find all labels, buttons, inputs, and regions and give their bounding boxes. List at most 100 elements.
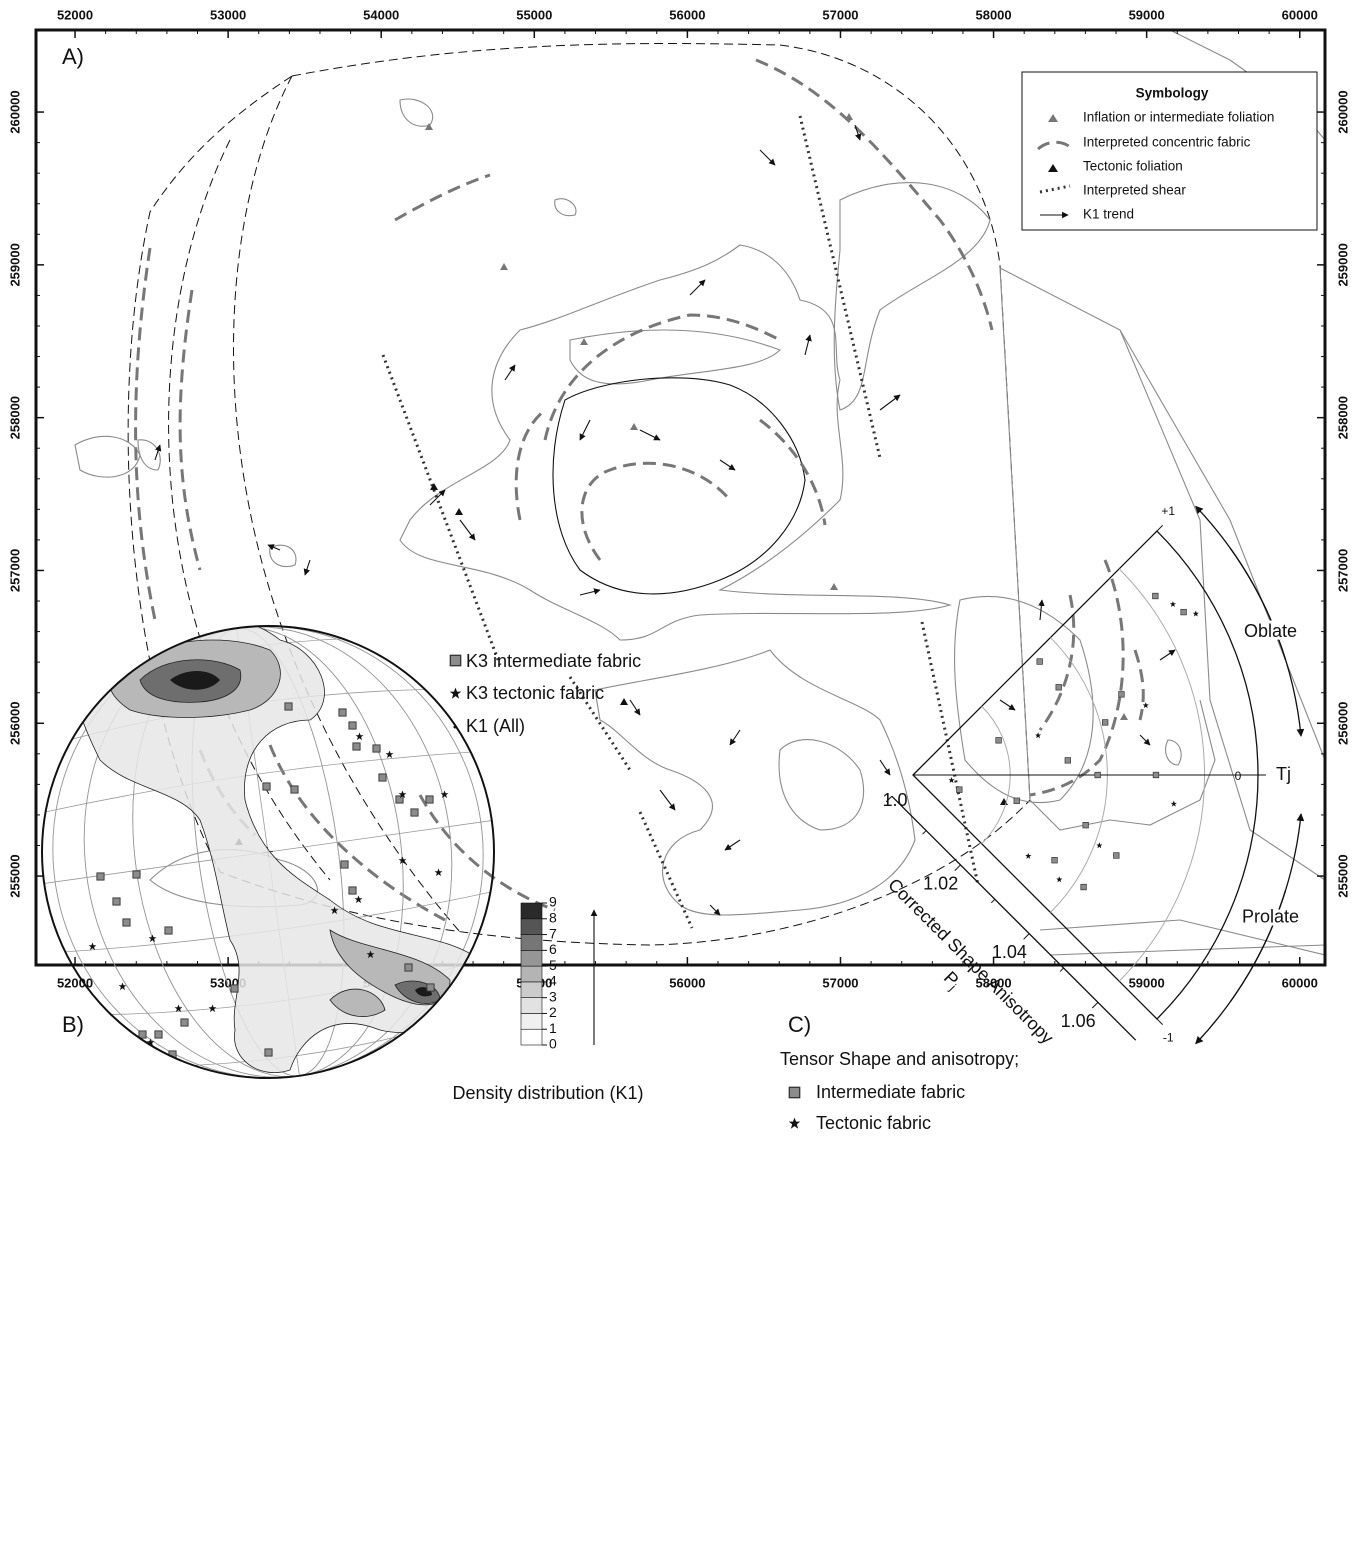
y-tick-label: 258000 bbox=[7, 396, 22, 439]
intermediate-point bbox=[1181, 609, 1187, 615]
x-axis-label: Corrected Shape Anisotropy bbox=[884, 874, 1057, 1047]
shape-label: Oblate bbox=[1244, 621, 1297, 641]
panel-label: B) bbox=[62, 1012, 84, 1037]
island bbox=[400, 245, 950, 640]
pj-minor-tick bbox=[923, 831, 927, 835]
intermediate-point bbox=[1081, 884, 1087, 890]
colorbar-band bbox=[521, 998, 542, 1014]
intermediate-point bbox=[1056, 684, 1062, 690]
panel-label: A) bbox=[62, 44, 84, 69]
x-tick-label: 60000 bbox=[1282, 7, 1318, 22]
x-tick-label: 57000 bbox=[822, 975, 858, 990]
island bbox=[779, 740, 864, 830]
y-tick-label: 257000 bbox=[7, 549, 22, 592]
x-tick-label: 56000 bbox=[669, 7, 705, 22]
x-tick-label: 55000 bbox=[516, 7, 552, 22]
survey-boundary bbox=[128, 44, 1030, 945]
tj-tick-label: +1 bbox=[1161, 504, 1175, 518]
x-tick-label: 60000 bbox=[1282, 975, 1318, 990]
y-tick-label: 256000 bbox=[1335, 702, 1350, 745]
legend-symbol bbox=[454, 726, 457, 729]
k1-arrow bbox=[580, 590, 600, 595]
legend-item: K1 (All) bbox=[466, 716, 525, 736]
coastline bbox=[1000, 268, 1325, 880]
interpreted-shear bbox=[640, 812, 692, 928]
colorbar-band bbox=[521, 966, 542, 982]
legend-symbol bbox=[450, 688, 461, 699]
tj-tick-label: 0 bbox=[1235, 769, 1242, 783]
pj-tick-label: 1.04 bbox=[992, 942, 1027, 962]
k1-arrow bbox=[460, 520, 475, 540]
k1-arrow bbox=[580, 420, 590, 440]
colorbar-tick-label: 7 bbox=[549, 925, 557, 941]
pj-tick-label: 1.02 bbox=[923, 873, 958, 893]
concentric-fabric bbox=[760, 420, 825, 525]
legend-item: K1 trend bbox=[1083, 207, 1134, 222]
x-tick-label: 53000 bbox=[210, 7, 246, 22]
k1-arrow bbox=[760, 150, 775, 165]
colorbar-tick-label: 5 bbox=[549, 957, 557, 973]
y-tick-label: 259000 bbox=[1335, 243, 1350, 286]
pj-tick-label: 1.0 bbox=[882, 790, 907, 810]
interpreted-shear bbox=[800, 116, 880, 458]
x-tick-label: 58000 bbox=[975, 7, 1011, 22]
x-axis-symbol: Pj bbox=[938, 967, 964, 993]
jelinek-plot: C) Tensor Shape and anisotropy; Intermed… bbox=[780, 504, 1301, 1133]
k1-arrow bbox=[690, 280, 705, 295]
colorbar-tick-label: 3 bbox=[549, 988, 557, 1004]
x-tick-label: 54000 bbox=[363, 7, 399, 22]
y-tick-label: 258000 bbox=[1335, 396, 1350, 439]
legend-symbol bbox=[789, 1087, 799, 1097]
legend-item: K3 tectonic fabric bbox=[466, 683, 604, 703]
colorbar-band bbox=[521, 919, 542, 935]
legend-item: Intermediate fabric bbox=[816, 1082, 965, 1102]
k1-arrow bbox=[805, 335, 810, 355]
k1-arrow bbox=[640, 430, 660, 440]
colorbar-band bbox=[521, 1029, 542, 1045]
colorbar-tick-label: 4 bbox=[549, 973, 557, 989]
intermediate-point bbox=[957, 787, 963, 793]
intermediate-point bbox=[1119, 692, 1125, 698]
colorbar-band bbox=[521, 982, 542, 998]
colorbar-band bbox=[521, 935, 542, 951]
figure: 5200052000530005300054000540005500055000… bbox=[0, 0, 1360, 1544]
interpreted-shear bbox=[383, 355, 500, 665]
concentric-fabric bbox=[180, 290, 200, 570]
intermediate-point bbox=[996, 738, 1002, 744]
y-tick-label: 260000 bbox=[1335, 90, 1350, 133]
k1-arrow bbox=[305, 560, 310, 575]
intermediate-point bbox=[1083, 822, 1089, 828]
legend-item: Tectonic fabric bbox=[816, 1113, 931, 1133]
legend-symbol bbox=[450, 655, 460, 665]
concentric-fabric bbox=[1135, 650, 1143, 720]
panel-label: C) bbox=[788, 1012, 811, 1037]
plot-title: Tensor Shape and anisotropy; bbox=[780, 1049, 1019, 1069]
pj-tick bbox=[955, 865, 961, 871]
k1-arrow bbox=[720, 460, 735, 470]
legend-item: Tectonic foliation bbox=[1083, 159, 1183, 174]
k1-arrow bbox=[880, 760, 890, 775]
k1-arrow bbox=[880, 395, 900, 410]
intermediate-point bbox=[1037, 659, 1043, 665]
k1-arrow bbox=[730, 730, 740, 745]
concentric-fabric bbox=[395, 175, 490, 220]
legend-item: Interpreted shear bbox=[1083, 183, 1186, 198]
y-tick-label: 255000 bbox=[7, 854, 22, 897]
colorbar-tick-label: 2 bbox=[549, 1004, 557, 1020]
interpreted-shear bbox=[922, 622, 978, 885]
tectonic-point bbox=[1025, 853, 1031, 859]
k1-arrow bbox=[505, 365, 515, 380]
concentric-fabric bbox=[1030, 560, 1123, 795]
stereonet: B) K3 intermediate fabric K3 tectonic fa… bbox=[11, 581, 644, 1123]
net-body bbox=[11, 581, 526, 1123]
x-tick-label: 52000 bbox=[57, 7, 93, 22]
pj-tick bbox=[1092, 1002, 1098, 1008]
map-legend: Symbology Inflation or intermediate foli… bbox=[1022, 72, 1317, 230]
y-tick-label: 259000 bbox=[7, 243, 22, 286]
tectonic-point bbox=[1170, 601, 1176, 607]
x-tick-label: 59000 bbox=[1129, 7, 1165, 22]
y-axis-label: Tj bbox=[1276, 764, 1291, 784]
colorbar-tick-label: 8 bbox=[549, 909, 557, 925]
legend-item: Inflation or intermediate foliation bbox=[1083, 110, 1274, 125]
